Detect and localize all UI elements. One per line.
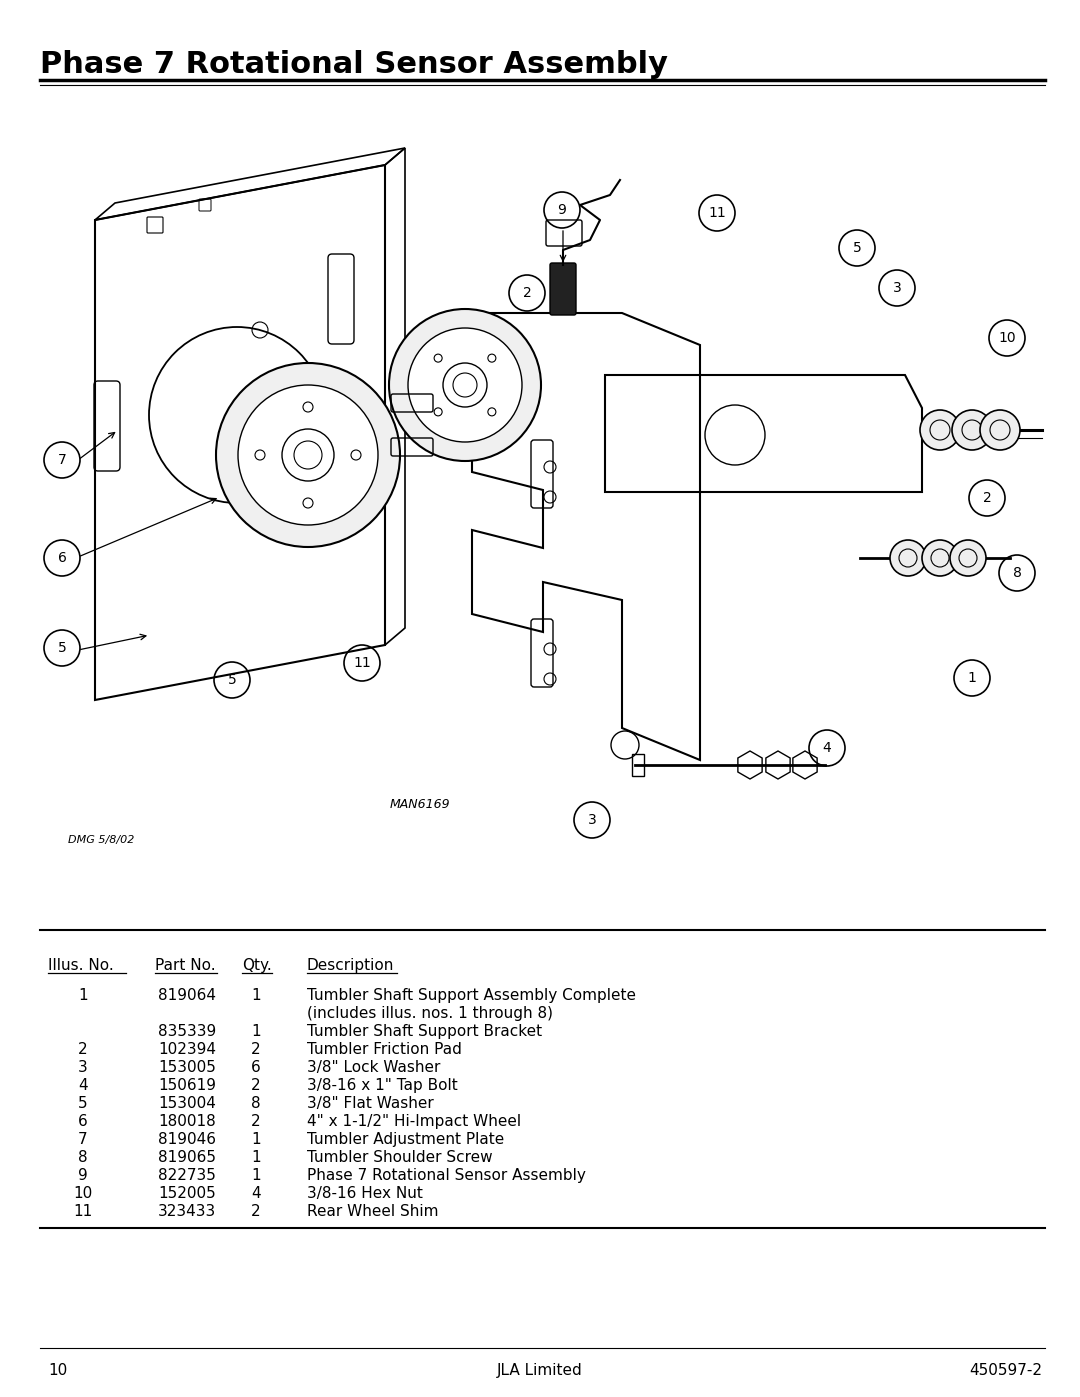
- Text: Phase 7 Rotational Sensor Assembly: Phase 7 Rotational Sensor Assembly: [40, 50, 669, 80]
- Text: 1: 1: [252, 1150, 260, 1165]
- Text: 3/8-16 Hex Nut: 3/8-16 Hex Nut: [307, 1186, 423, 1201]
- Text: 835339: 835339: [158, 1024, 216, 1039]
- Text: Part No.: Part No.: [156, 958, 216, 972]
- Text: 2: 2: [983, 490, 991, 504]
- Text: 3/8-16 x 1" Tap Bolt: 3/8-16 x 1" Tap Bolt: [307, 1078, 458, 1092]
- Text: 4: 4: [252, 1186, 260, 1201]
- Text: 11: 11: [708, 205, 726, 219]
- Text: 10: 10: [998, 331, 1016, 345]
- Circle shape: [216, 363, 400, 548]
- Circle shape: [238, 386, 378, 525]
- Text: Tumbler Shaft Support Assembly Complete: Tumbler Shaft Support Assembly Complete: [307, 988, 636, 1003]
- Text: Tumbler Shoulder Screw: Tumbler Shoulder Screw: [307, 1150, 492, 1165]
- Text: 1: 1: [252, 1132, 260, 1147]
- Text: Description: Description: [307, 958, 394, 972]
- Text: Tumbler Shaft Support Bracket: Tumbler Shaft Support Bracket: [307, 1024, 542, 1039]
- Text: 5: 5: [228, 673, 237, 687]
- Text: DMG 5/8/02: DMG 5/8/02: [68, 835, 134, 845]
- Text: Tumbler Friction Pad: Tumbler Friction Pad: [307, 1042, 462, 1058]
- Text: 2: 2: [252, 1042, 260, 1058]
- Text: 8: 8: [78, 1150, 87, 1165]
- Text: 10: 10: [73, 1186, 93, 1201]
- Text: 3: 3: [78, 1060, 87, 1076]
- Text: 153004: 153004: [158, 1097, 216, 1111]
- Text: 1: 1: [252, 1168, 260, 1183]
- Circle shape: [922, 541, 958, 576]
- Text: 1: 1: [968, 671, 976, 685]
- Text: 822735: 822735: [158, 1168, 216, 1183]
- Text: 819046: 819046: [158, 1132, 216, 1147]
- Text: Tumbler Adjustment Plate: Tumbler Adjustment Plate: [307, 1132, 504, 1147]
- Text: MAN6169: MAN6169: [390, 798, 450, 812]
- Text: 3: 3: [588, 813, 596, 827]
- Text: 3/8" Flat Washer: 3/8" Flat Washer: [307, 1097, 434, 1111]
- Text: Phase 7 Rotational Sensor Assembly: Phase 7 Rotational Sensor Assembly: [307, 1168, 585, 1183]
- Text: Illus. No.: Illus. No.: [48, 958, 113, 972]
- Text: 7: 7: [78, 1132, 87, 1147]
- Text: 9: 9: [557, 203, 566, 217]
- Circle shape: [389, 309, 541, 461]
- Circle shape: [950, 541, 986, 576]
- Text: 3/8" Lock Washer: 3/8" Lock Washer: [307, 1060, 441, 1076]
- Text: 152005: 152005: [158, 1186, 216, 1201]
- Text: 2: 2: [252, 1204, 260, 1220]
- Text: 4" x 1-1/2" Hi-Impact Wheel: 4" x 1-1/2" Hi-Impact Wheel: [307, 1113, 522, 1129]
- Text: 323433: 323433: [158, 1204, 216, 1220]
- Text: 1: 1: [78, 988, 87, 1003]
- Text: 11: 11: [353, 657, 370, 671]
- Text: 2: 2: [523, 286, 531, 300]
- Circle shape: [951, 409, 993, 450]
- Text: 150619: 150619: [158, 1078, 216, 1092]
- Text: (includes illus. nos. 1 through 8): (includes illus. nos. 1 through 8): [307, 1006, 553, 1021]
- Text: 6: 6: [57, 550, 67, 564]
- Text: 153005: 153005: [158, 1060, 216, 1076]
- Text: 4: 4: [823, 740, 832, 754]
- Text: 8: 8: [1013, 566, 1022, 580]
- Text: Rear Wheel Shim: Rear Wheel Shim: [307, 1204, 438, 1220]
- Text: 2: 2: [252, 1078, 260, 1092]
- Text: JLA Limited: JLA Limited: [497, 1363, 583, 1377]
- Text: 5: 5: [57, 641, 66, 655]
- Text: 6: 6: [78, 1113, 87, 1129]
- Text: 102394: 102394: [158, 1042, 216, 1058]
- Text: 9: 9: [78, 1168, 87, 1183]
- Text: 4: 4: [78, 1078, 87, 1092]
- Text: 11: 11: [73, 1204, 93, 1220]
- Text: 180018: 180018: [158, 1113, 216, 1129]
- Text: 1: 1: [252, 1024, 260, 1039]
- Text: 3: 3: [893, 281, 902, 295]
- Text: Qty.: Qty.: [242, 958, 272, 972]
- Circle shape: [408, 328, 522, 441]
- Text: 2: 2: [252, 1113, 260, 1129]
- Text: 5: 5: [78, 1097, 87, 1111]
- Circle shape: [920, 409, 960, 450]
- Text: 819064: 819064: [158, 988, 216, 1003]
- Text: 5: 5: [852, 242, 862, 256]
- Text: 8: 8: [252, 1097, 260, 1111]
- Circle shape: [890, 541, 926, 576]
- Text: 6: 6: [252, 1060, 261, 1076]
- Text: 7: 7: [57, 453, 66, 467]
- Text: 819065: 819065: [158, 1150, 216, 1165]
- Text: 2: 2: [78, 1042, 87, 1058]
- FancyBboxPatch shape: [550, 263, 576, 314]
- Text: 1: 1: [252, 988, 260, 1003]
- Text: 10: 10: [48, 1363, 67, 1377]
- Circle shape: [980, 409, 1020, 450]
- Text: 450597-2: 450597-2: [969, 1363, 1042, 1377]
